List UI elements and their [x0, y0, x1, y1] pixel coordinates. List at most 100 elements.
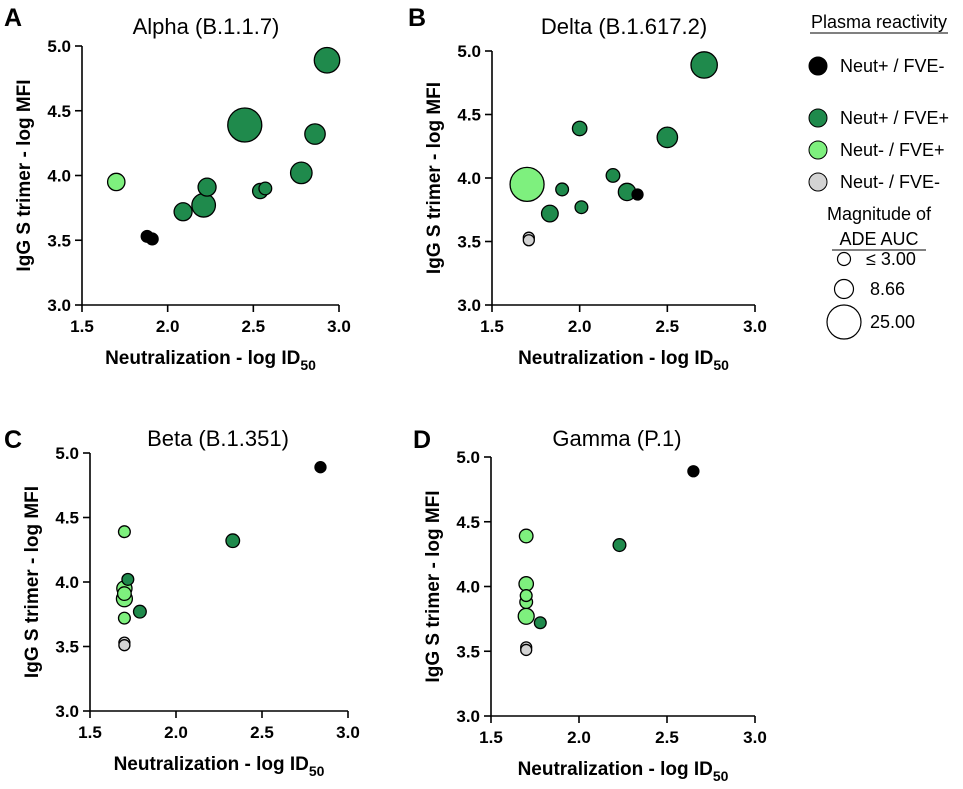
legend-swatch-neut-neg-fve-pos — [808, 140, 828, 160]
scatter-point-delta — [540, 204, 559, 223]
size-legend-title: Magnitude of — [827, 204, 932, 224]
scatter-point-gamma — [518, 528, 534, 544]
y-tick-label-gamma: 4.0 — [456, 578, 480, 597]
size-legend-label-medium: 8.66 — [870, 279, 905, 299]
panel-letter-d: D — [413, 426, 431, 454]
scatter-point-beta — [225, 533, 241, 549]
y-tick-label-beta: 3.0 — [55, 702, 79, 721]
y-tick-label-beta: 4.5 — [55, 509, 79, 528]
chart-title-beta: Beta (B.1.351) — [147, 426, 289, 451]
y-tick-label-alpha: 5.0 — [47, 37, 71, 56]
x-axis-title-subscript-alpha: 50 — [300, 357, 316, 373]
x-axis-title-subscript-gamma: 50 — [713, 768, 729, 784]
legend-swatch-neut-neg-fve-neg — [808, 172, 828, 192]
x-tick-label-beta: 1.5 — [78, 723, 102, 742]
y-tick-label-gamma: 4.5 — [456, 513, 480, 532]
scatter-point-gamma — [518, 576, 535, 592]
x-tick-label-delta: 3.0 — [743, 317, 767, 336]
chart-title-delta: Delta (B.1.617.2) — [541, 14, 707, 39]
legend: Plasma reactivity Neut+ / FVE- Neut+ / F… — [808, 12, 949, 340]
legend-label-neut-pos-fve-pos: Neut+ / FVE+ — [840, 108, 949, 128]
scatter-point-delta — [522, 234, 535, 247]
panel-alpha: A Alpha (B.1.1.7) 3.0 3.5 4.0 4.5 5.0 1.5 2.0 2… — [4, 4, 351, 373]
x-tick-label-gamma: 2.0 — [567, 728, 591, 747]
plot-area-alpha: 3.0 3.5 4.0 4.5 5.0 1.5 2.0 2.5 3.0 Neutralizatio… — [14, 37, 351, 373]
scatter-point-alpha — [197, 177, 217, 197]
y-tick-label-gamma: 5.0 — [456, 448, 480, 467]
y-tick-label-delta: 5.0 — [457, 42, 481, 61]
scatter-point-beta — [117, 611, 131, 625]
x-axis-title-main-alpha: Neutralization - log ID — [105, 348, 300, 369]
x-axis-title-delta: Neutralization - log ID50 — [518, 348, 729, 373]
y-tick-label-alpha: 4.0 — [47, 167, 71, 186]
x-tick-label-beta: 3.0 — [336, 723, 360, 742]
chart-title-alpha: Alpha (B.1.1.7) — [133, 14, 280, 39]
scatter-point-delta — [571, 120, 588, 137]
size-legend-label-small: ≤ 3.00 — [866, 249, 916, 269]
y-tick-label-delta: 4.5 — [457, 106, 481, 125]
panel-letter-c: C — [4, 426, 22, 454]
x-axis-title-main-beta: Neutralization - log ID — [114, 754, 309, 775]
y-tick-label-gamma: 3.0 — [456, 707, 480, 726]
scatter-point-alpha — [173, 202, 193, 222]
size-legend-label-large: 25.00 — [870, 312, 915, 332]
x-axis-title-main-delta: Neutralization - log ID — [518, 348, 713, 369]
plot-area-gamma: 3.0 3.5 4.0 4.5 5.0 1.5 2.0 2.5 3.0 Neutralizatio… — [423, 448, 767, 784]
x-axis-title-main-gamma: Neutralization - log ID — [518, 759, 713, 780]
scatter-point-beta — [121, 572, 135, 586]
legend-label-neut-neg-fve-pos: Neut- / FVE+ — [840, 140, 945, 160]
y-tick-label-delta: 3.5 — [457, 233, 481, 252]
scatter-point-gamma — [687, 465, 700, 478]
x-tick-label-alpha: 2.0 — [156, 317, 180, 336]
x-tick-label-beta: 2.5 — [250, 723, 274, 742]
scatter-point-alpha — [227, 107, 263, 143]
panel-letter-a: A — [4, 4, 22, 32]
x-tick-label-alpha: 1.5 — [70, 317, 94, 336]
x-axis-title-subscript-beta: 50 — [309, 763, 325, 779]
x-axis-title-gamma: Neutralization - log ID50 — [518, 759, 729, 784]
plot-area-delta: 3.0 3.5 4.0 4.5 5.0 1.5 2.0 2.5 3.0 Neutralizatio… — [424, 42, 767, 373]
legend-label-neut-neg-fve-neg: Neut- / FVE- — [840, 172, 940, 192]
scatter-point-alpha — [145, 232, 159, 246]
scatter-point-alpha — [313, 46, 341, 74]
size-legend-circle-large — [826, 304, 862, 340]
y-axis-title-alpha: IgG S trimer - log MFI — [14, 79, 35, 271]
scatter-point-alpha — [106, 172, 126, 192]
scatter-point-beta — [116, 586, 132, 602]
y-tick-label-alpha: 3.0 — [47, 296, 71, 315]
y-tick-label-beta: 5.0 — [55, 444, 79, 463]
scatter-point-alpha — [304, 123, 326, 145]
scatter-point-beta — [132, 604, 147, 619]
size-legend-subtitle: ADE AUC — [839, 229, 918, 249]
chart-title-gamma: Gamma (P.1) — [552, 426, 681, 451]
scatter-point-gamma — [519, 589, 533, 603]
legend-title: Plasma reactivity — [811, 12, 947, 32]
x-tick-label-alpha: 2.5 — [242, 317, 266, 336]
scatter-point-gamma — [520, 643, 533, 657]
scatter-point-beta — [314, 461, 327, 474]
y-axis-title-beta: IgG S trimer - log MFI — [22, 486, 43, 678]
scatter-point-gamma — [517, 607, 535, 625]
panel-delta: B Delta (B.1.617.2) 3.0 3.5 4.0 4.5 5.0 1.5 2.… — [408, 4, 767, 373]
scatter-point-beta — [117, 525, 131, 539]
x-tick-label-alpha: 3.0 — [327, 317, 351, 336]
scatter-point-delta — [631, 188, 644, 201]
x-axis-title-alpha: Neutralization - log ID50 — [105, 348, 316, 373]
scatter-point-gamma — [533, 616, 547, 630]
y-tick-label-delta: 3.0 — [457, 296, 481, 315]
y-tick-label-delta: 4.0 — [457, 169, 481, 188]
scatter-point-alpha — [289, 161, 313, 185]
y-tick-label-beta: 4.0 — [55, 573, 79, 592]
x-axis-title-beta: Neutralization - log ID50 — [114, 754, 325, 779]
y-axis-title-delta: IgG S trimer - log MFI — [424, 82, 445, 274]
scatter-point-delta — [690, 51, 718, 79]
scatter-point-gamma — [612, 538, 627, 553]
legend-swatch-neut-pos-fve-neg — [808, 56, 828, 76]
x-axis-title-subscript-delta: 50 — [713, 357, 729, 373]
legend-label-neut-pos-fve-neg: Neut+ / FVE- — [840, 56, 945, 76]
plot-area-beta: 3.0 3.5 4.0 4.5 5.0 1.5 2.0 2.5 3.0 Neutralizatio… — [22, 444, 360, 779]
size-legend-circle-small — [836, 251, 852, 267]
x-tick-label-beta: 2.0 — [164, 723, 188, 742]
size-legend-circle-medium — [833, 278, 855, 300]
scatter-point-delta — [656, 126, 679, 149]
